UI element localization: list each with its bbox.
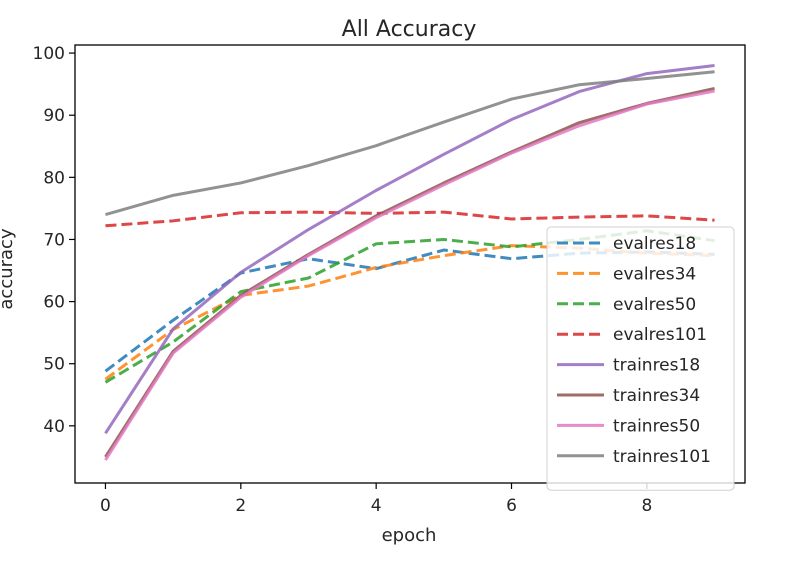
y-tick-label: 70 [43,230,65,250]
legend-label-evalres101: evalres101 [613,325,707,345]
y-tick-label: 100 [33,44,65,64]
legend-label-trainres101: trainres101 [613,447,711,467]
y-tick-label: 90 [43,106,65,126]
series-line-evalres101 [105,210,715,228]
y-tick-label: 60 [43,293,65,313]
x-tick-label: 4 [371,496,382,516]
x-tick-label: 8 [641,496,652,516]
y-axis-label: accuracy [0,228,17,310]
axes-frame [74,44,746,484]
y-tick-label: 50 [43,355,65,375]
legend: evalres18 evalres34 evalres50 evalres101 tra… [546,226,735,491]
legend-label-trainres34: trainres34 [613,386,700,406]
legend-label-trainres18: trainres18 [613,356,700,376]
x-tick-label: 6 [506,496,517,516]
legend-label-evalres18: evalres18 [613,234,696,254]
series-line-trainres101 [105,70,715,217]
chart-title: All Accuracy [342,17,477,42]
x-axis-label: epoch [382,525,437,546]
x-tick-label: 2 [235,496,246,516]
y-tick-label: 80 [43,168,65,188]
legend-label-trainres50: trainres50 [613,416,700,436]
y-tick-label: 40 [43,417,65,437]
legend-label-evalres50: evalres50 [613,295,696,315]
x-tick-label: 0 [100,496,111,516]
legend-label-evalres34: evalres34 [613,264,696,284]
series-line-trainres50 [104,89,715,461]
